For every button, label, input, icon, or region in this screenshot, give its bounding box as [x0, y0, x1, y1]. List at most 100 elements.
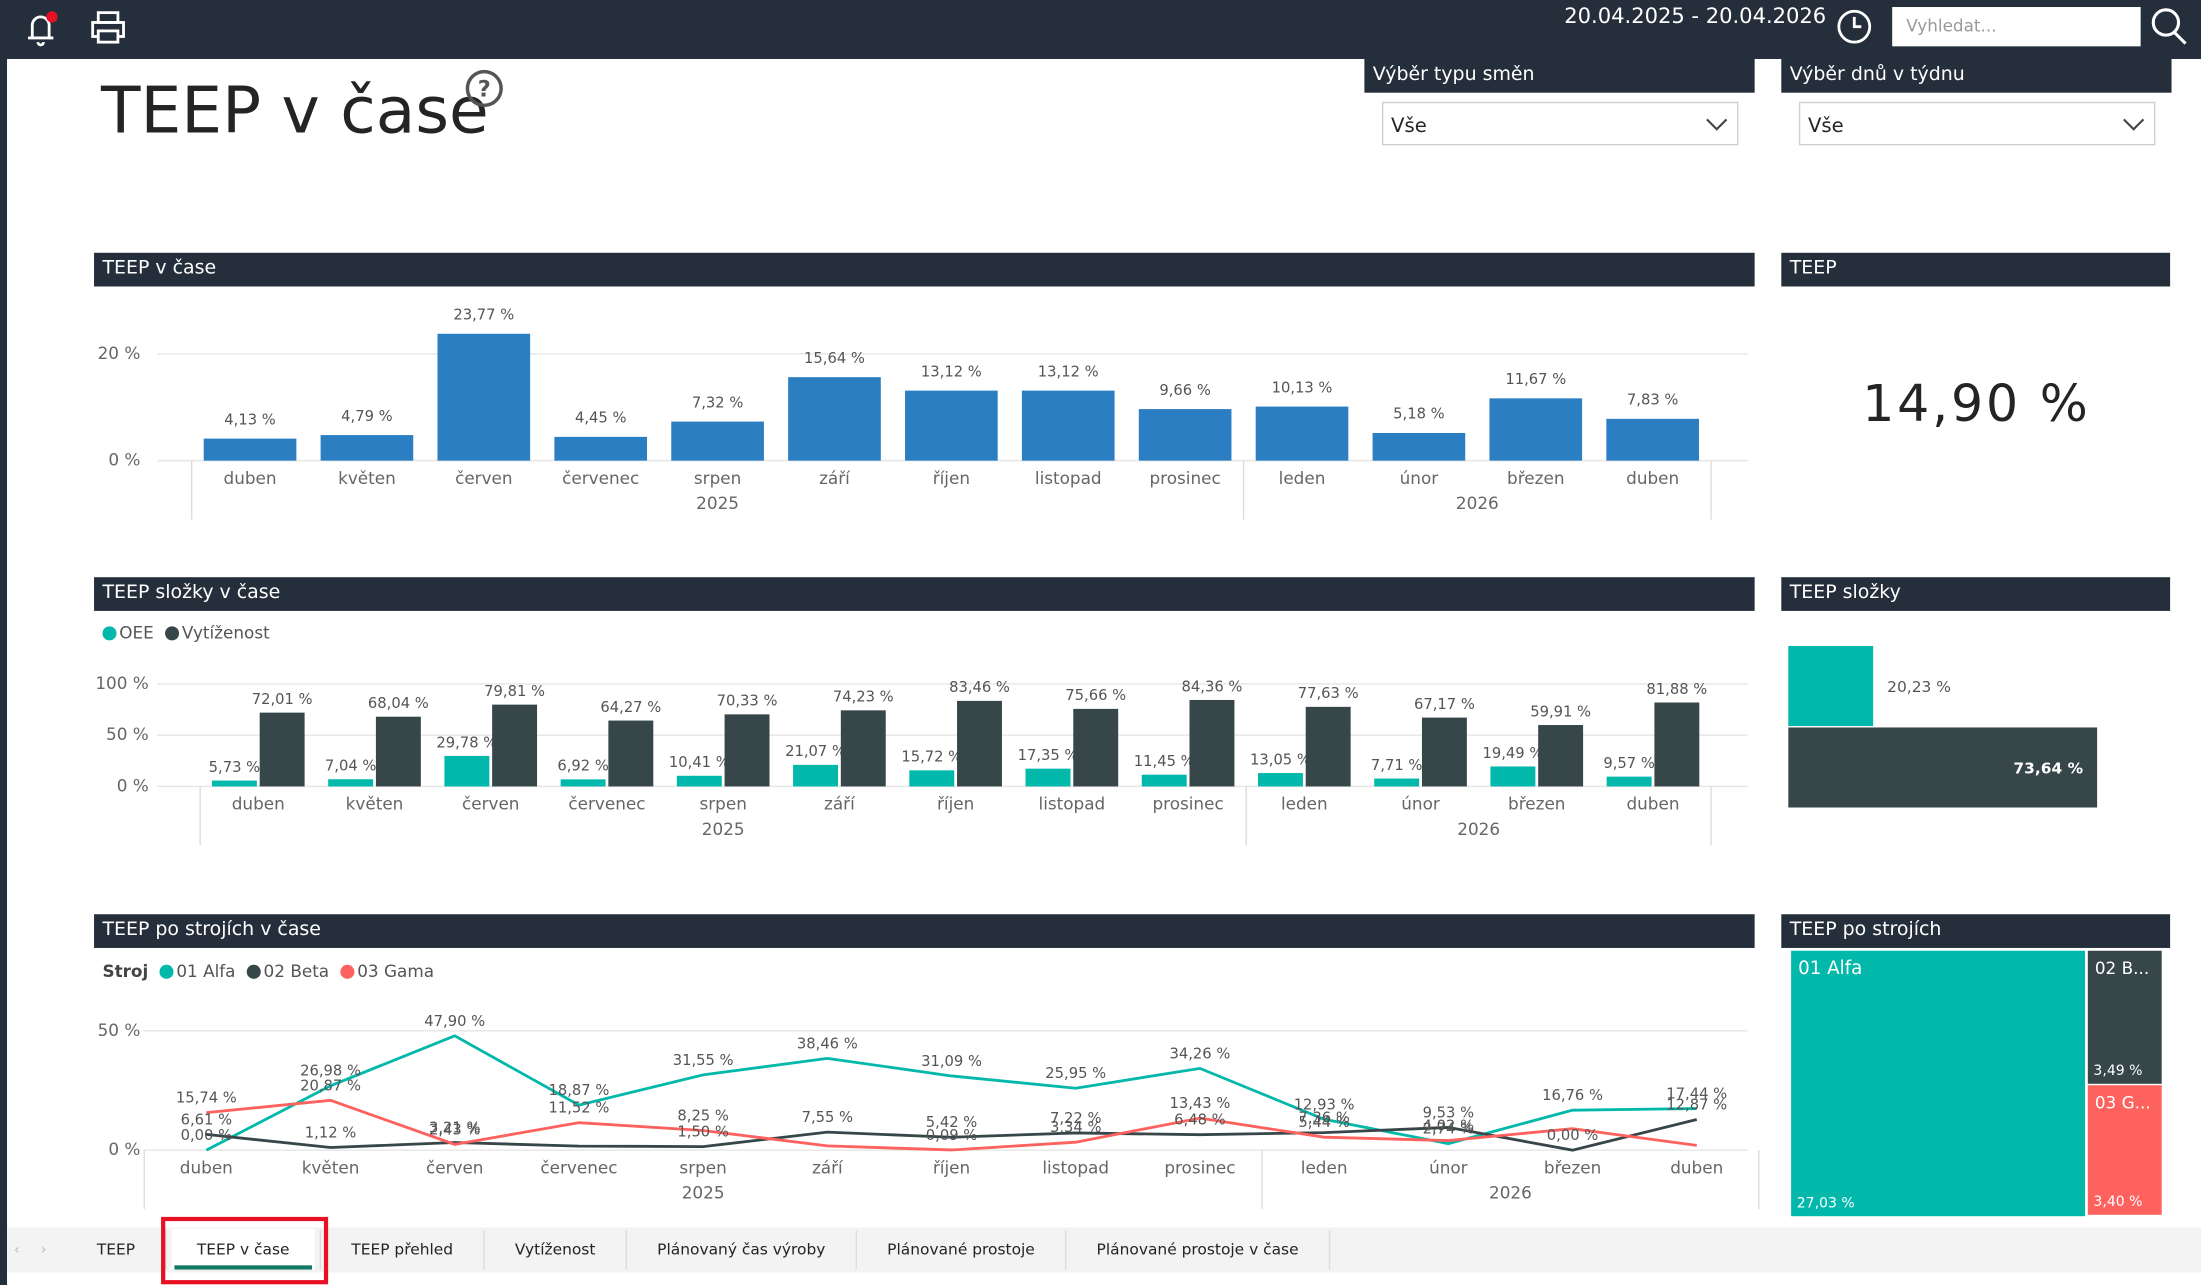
data-label: 3,21 % — [429, 1119, 480, 1136]
data-label: 20,23 % — [1887, 678, 1951, 696]
tab-highlight — [161, 1216, 329, 1285]
legend-label[interactable]: 01 Alfa — [176, 961, 235, 981]
tab-next[interactable]: › — [41, 1242, 47, 1258]
legend-marker[interactable] — [246, 964, 261, 979]
legend-label[interactable]: OEE — [119, 622, 154, 642]
data-label: 7,36 % — [1298, 1110, 1349, 1127]
legend-marker[interactable] — [102, 626, 117, 641]
x-group-label: 2026 — [1489, 1183, 1532, 1203]
bar[interactable] — [437, 333, 531, 461]
bar[interactable] — [560, 779, 606, 787]
treemap-cell[interactable] — [2087, 1085, 2162, 1215]
bar[interactable] — [788, 377, 881, 461]
bar[interactable] — [1490, 766, 1536, 787]
bar[interactable] — [1606, 776, 1652, 787]
legend-label[interactable]: 02 Beta — [264, 961, 330, 981]
bar[interactable] — [492, 704, 538, 787]
bar[interactable] — [608, 720, 654, 787]
tab-label[interactable]: Plánovaný čas výroby — [657, 1240, 825, 1258]
legend-label[interactable]: Vytíženost — [182, 622, 270, 642]
bar[interactable] — [724, 714, 770, 787]
bar[interactable] — [1025, 768, 1071, 787]
bar[interactable] — [1538, 725, 1584, 787]
clock-icon[interactable] — [1837, 9, 1872, 44]
tab-underline — [174, 1265, 312, 1270]
bar[interactable] — [1788, 727, 2098, 808]
tab-label[interactable]: Plánované prostoje v čase — [1097, 1240, 1299, 1258]
tab-prev[interactable]: ‹ — [14, 1242, 20, 1258]
legend-marker[interactable] — [159, 964, 174, 979]
dropdown[interactable] — [1381, 101, 1739, 146]
bar[interactable] — [444, 755, 490, 787]
treemap-cell[interactable] — [1791, 950, 2086, 1217]
search-icon[interactable] — [2151, 8, 2187, 45]
date-range[interactable]: 20.04.2025 - 20.04.2026 — [1564, 3, 1826, 28]
bar[interactable] — [1073, 708, 1119, 787]
help-icon[interactable]: ? — [465, 69, 503, 108]
tab-label[interactable]: TEEP — [96, 1240, 135, 1258]
left-strip — [0, 0, 8, 1285]
x-tick-label: únor — [1401, 794, 1440, 814]
bar[interactable] — [328, 779, 374, 787]
x-tick-label: září — [812, 1157, 844, 1177]
bar[interactable] — [1305, 706, 1351, 787]
data-label: 34,26 % — [1170, 1045, 1231, 1062]
bar[interactable] — [840, 710, 886, 787]
tab-label[interactable]: Plánované prostoje — [887, 1240, 1035, 1258]
bar[interactable] — [1255, 406, 1349, 461]
bar[interactable] — [211, 780, 257, 787]
treemap-cell[interactable] — [2087, 950, 2162, 1084]
print-icon[interactable] — [91, 11, 125, 44]
bar[interactable] — [1141, 774, 1187, 787]
bar[interactable] — [1372, 432, 1466, 461]
bar[interactable] — [1788, 646, 1874, 727]
search-box[interactable] — [1892, 7, 2141, 47]
legend-marker[interactable] — [165, 626, 180, 641]
bar[interactable] — [1189, 699, 1235, 787]
tab-label[interactable]: TEEP přehled — [350, 1240, 453, 1258]
bar[interactable] — [793, 764, 839, 787]
bar[interactable] — [1021, 390, 1115, 461]
bar[interactable] — [1606, 418, 1699, 461]
bar[interactable] — [259, 712, 305, 787]
bar[interactable] — [909, 770, 955, 787]
tab-label[interactable]: TEEP v čase — [196, 1240, 290, 1258]
x-tick-label: červen — [455, 468, 513, 488]
bar[interactable] — [676, 775, 722, 787]
x-tick-label: únor — [1429, 1157, 1468, 1177]
bar[interactable] — [1654, 702, 1700, 787]
bar[interactable] — [957, 700, 1002, 787]
bar[interactable] — [320, 435, 414, 461]
filter-label: Výběr typu směn — [1373, 63, 1535, 85]
bar[interactable] — [1138, 409, 1232, 461]
line[interactable] — [206, 1118, 1698, 1152]
panel-title: TEEP v čase — [101, 257, 216, 279]
bell-icon[interactable] — [28, 11, 58, 47]
bar[interactable] — [203, 438, 297, 461]
data-label: 1,12 % — [305, 1124, 356, 1141]
dropdown[interactable] — [1798, 101, 2156, 146]
data-label: 18,87 % — [549, 1082, 610, 1099]
x-tick-label: červen — [462, 794, 520, 814]
bar[interactable] — [1489, 398, 1583, 461]
data-label: 84,36 % — [1182, 678, 1243, 695]
filter-header — [1781, 58, 2172, 93]
legend-label[interactable]: 03 Gama — [357, 961, 434, 981]
bar[interactable] — [905, 390, 998, 461]
dropdown-chevron — [1706, 118, 1728, 131]
line[interactable] — [206, 1098, 1697, 1152]
bar[interactable] — [1421, 717, 1467, 787]
tab-label[interactable]: Vytíženost — [515, 1240, 596, 1258]
y-tick-label: 0 % — [117, 775, 149, 795]
bar[interactable] — [1257, 773, 1303, 787]
bar[interactable] — [671, 421, 764, 461]
bar[interactable] — [375, 716, 421, 787]
data-label: 17,35 % — [1018, 747, 1079, 764]
bar[interactable] — [554, 436, 648, 461]
data-label: 17,44 % — [1666, 1085, 1727, 1102]
line[interactable] — [205, 1034, 1697, 1152]
data-label: 12,87 % — [1666, 1096, 1727, 1113]
legend-marker[interactable] — [340, 964, 355, 979]
bar[interactable] — [1374, 778, 1420, 787]
